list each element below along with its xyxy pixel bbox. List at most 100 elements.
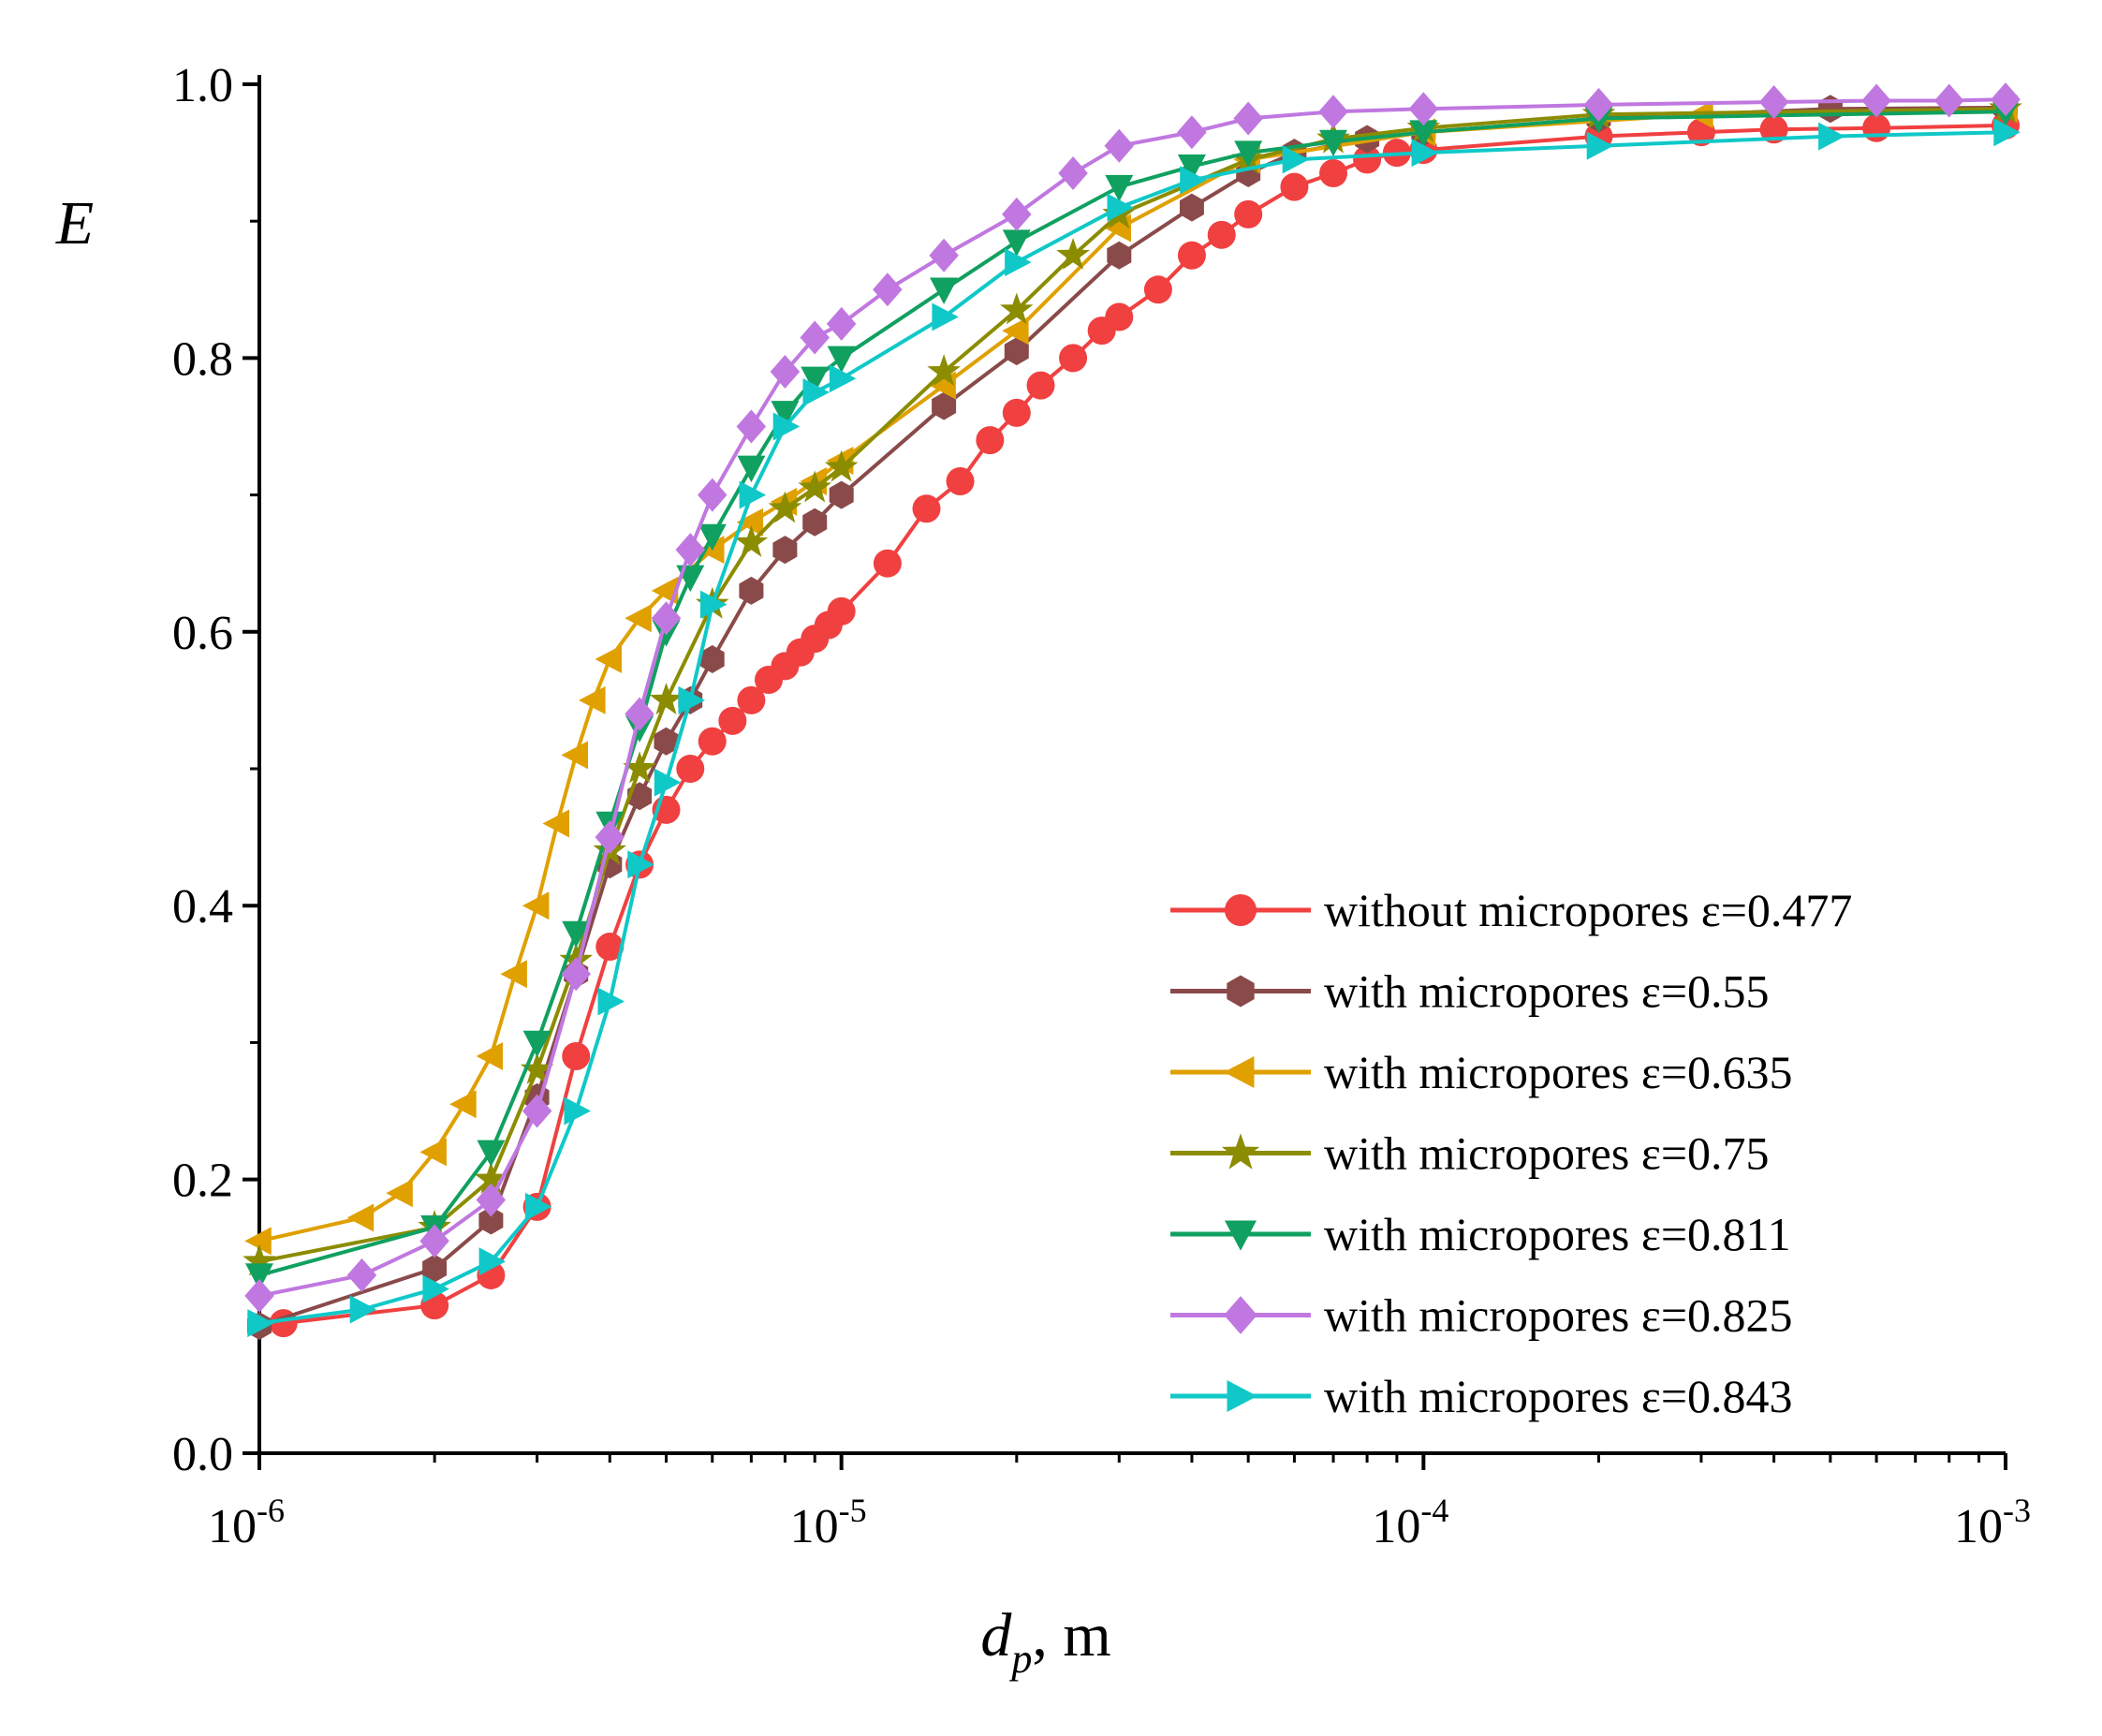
data-point: [244, 1278, 274, 1313]
data-point: [243, 1243, 276, 1276]
data-point: [561, 957, 591, 992]
data-point: [1177, 241, 1206, 270]
data-point: [718, 706, 747, 735]
y-tick-label: 0.6: [172, 607, 233, 660]
data-point: [800, 320, 830, 355]
data-point: [1234, 140, 1263, 168]
data-point: [579, 685, 606, 714]
x-tick-base: 10: [790, 1500, 839, 1553]
data-point: [649, 683, 684, 715]
x-tick-label: 10-6: [208, 1492, 285, 1553]
data-point: [1005, 248, 1032, 277]
data-point: [1180, 166, 1207, 195]
data-point: [562, 920, 591, 949]
x-tick-exponent: -3: [2003, 1492, 2031, 1529]
data-point: [1861, 83, 1891, 118]
data-point: [700, 590, 728, 619]
data-point: [1583, 87, 1614, 122]
data-point: [422, 1274, 449, 1303]
legend-marker: [1224, 1296, 1257, 1334]
data-point: [542, 809, 569, 838]
x-axis-title-sub: p: [1008, 1636, 1032, 1682]
data-point: [564, 1096, 591, 1125]
data-point: [736, 508, 764, 537]
data-point: [349, 1295, 377, 1324]
data-point: [419, 1224, 449, 1258]
data-point: [1862, 113, 1891, 142]
data-point: [676, 755, 705, 783]
legend-label: with micropores ε=0.811: [1324, 1208, 1791, 1260]
data-point: [1993, 118, 2021, 147]
data-point: [524, 1192, 552, 1221]
data-point: [522, 1094, 552, 1128]
data-point: [597, 987, 625, 1016]
data-point: [829, 364, 857, 393]
data-point: [1058, 156, 1088, 190]
legend-marker: [1227, 1380, 1257, 1412]
data-point: [802, 378, 830, 406]
data-point: [419, 1138, 447, 1167]
data-point: [1759, 115, 1788, 144]
data-point: [698, 523, 727, 552]
data-point: [1233, 101, 1263, 136]
data-point: [654, 768, 682, 797]
series-layer: [243, 82, 2022, 1340]
data-point: [625, 604, 652, 633]
legend-item: with micropores ε=0.825: [1170, 1289, 1793, 1342]
data-point: [1411, 139, 1439, 168]
data-point: [1107, 241, 1132, 270]
data-point: [654, 727, 679, 756]
data-point: [1002, 316, 1029, 346]
data-point: [1026, 371, 1055, 400]
data-point: [245, 1263, 273, 1290]
data-point: [771, 401, 800, 428]
y-tick-label: 0.2: [172, 1155, 233, 1208]
data-point: [1177, 154, 1206, 182]
data-point: [595, 645, 622, 673]
data-point: [478, 1247, 507, 1276]
data-point: [1280, 172, 1309, 201]
data-point: [562, 1042, 591, 1071]
data-point: [1056, 238, 1090, 270]
data-point: [1105, 302, 1134, 331]
data-point: [873, 549, 902, 578]
data-point: [772, 412, 801, 441]
data-point: [386, 1179, 413, 1208]
data-point: [1758, 85, 1789, 119]
data-point: [477, 1140, 506, 1168]
x-tick-base: 10: [1954, 1500, 2003, 1553]
data-point: [770, 355, 801, 389]
data-point: [737, 455, 766, 483]
data-point: [801, 366, 830, 394]
data-point: [976, 426, 1005, 455]
data-point: [1004, 337, 1029, 366]
legend-label: with micropores ε=0.635: [1324, 1046, 1793, 1098]
data-point: [1319, 159, 1348, 188]
y-axis-title: E: [55, 189, 94, 257]
data-point: [1207, 220, 1236, 249]
data-point: [623, 751, 656, 784]
data-point: [1353, 145, 1382, 174]
data-point: [698, 727, 727, 756]
data-point: [476, 1183, 507, 1217]
legend-label: with micropores ε=0.55: [1324, 965, 1770, 1018]
data-point: [932, 302, 959, 331]
data-point: [946, 466, 975, 495]
data-point: [736, 409, 767, 444]
data-point: [651, 601, 682, 636]
data-point: [595, 820, 625, 855]
legend-label: with micropores ε=0.825: [1324, 1289, 1793, 1342]
x-axis-title-main: d: [980, 1601, 1012, 1670]
data-point: [1409, 120, 1438, 147]
x-tick-label: 10-5: [790, 1492, 867, 1553]
data-point: [1234, 199, 1263, 228]
legend-marker: [1221, 1133, 1260, 1170]
x-tick-label: 10-3: [1954, 1492, 2031, 1553]
legend-item: without micropores ε=0.477: [1170, 884, 1852, 936]
data-point: [476, 1042, 504, 1070]
data-point: [1143, 275, 1172, 304]
data-point: [927, 354, 961, 387]
x-tick-exponent: -4: [1420, 1492, 1448, 1529]
data-point: [772, 536, 798, 565]
